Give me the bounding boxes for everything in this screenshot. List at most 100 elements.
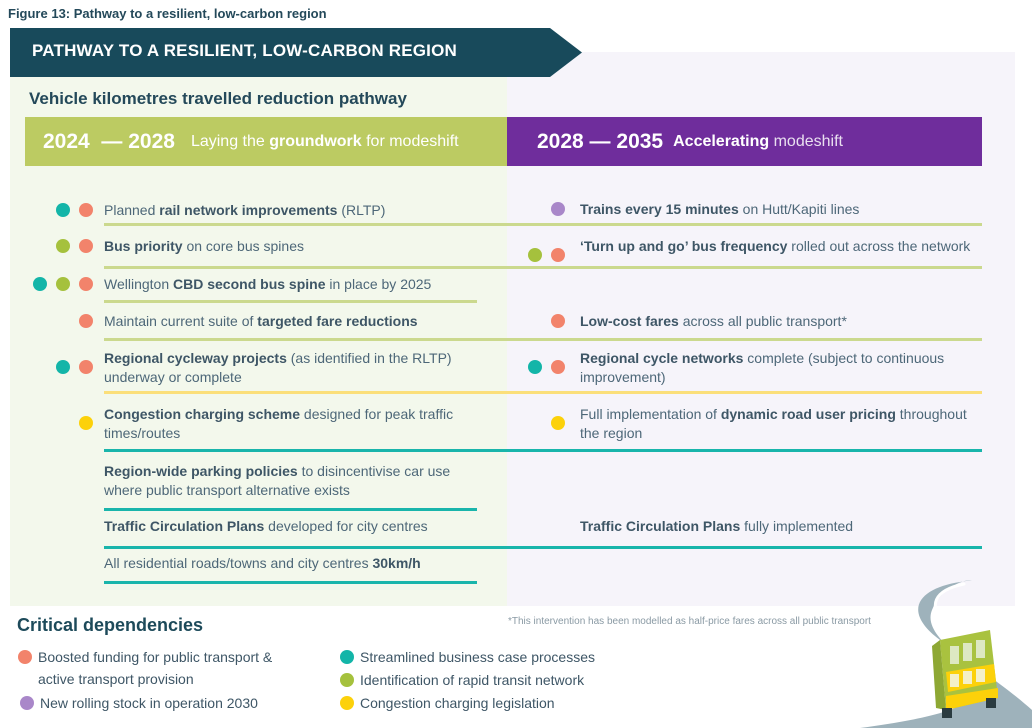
tag-bold: Accelerating	[673, 132, 770, 150]
pathway-item: Full implementation of dynamic road user…	[580, 405, 980, 443]
salmon-dependency-dot	[551, 248, 565, 262]
divider-line	[104, 300, 477, 303]
dependency-item: Streamlined business case processes	[340, 646, 640, 668]
green-dependency-dot	[528, 248, 542, 262]
item-bold-text: Traffic Circulation Plans	[104, 518, 265, 534]
teal-dependency-dot	[33, 277, 47, 291]
item-bold-text: CBD second bus spine	[173, 276, 326, 292]
dependencies-title: Critical dependencies	[17, 615, 204, 635]
divider-line	[104, 449, 982, 452]
banner-arrow	[10, 28, 582, 77]
salmon-dependency-dot	[79, 203, 93, 217]
item-text: rolled out across the network	[787, 238, 971, 254]
divider-line	[104, 391, 982, 394]
phase-tagline: Accelerating modeshift	[673, 133, 843, 151]
pathway-item: Regional cycle networks complete (subjec…	[580, 349, 980, 387]
pathway-subheading: Vehicle kilometres travelled reduction p…	[29, 89, 407, 108]
pathway-item: Maintain current suite of targeted fare …	[104, 312, 484, 331]
dependency-label: Congestion charging legislation	[360, 695, 555, 711]
item-text: complete (subject to continuous improvem…	[580, 350, 945, 385]
dependency-item: Identification of rapid transit network	[340, 669, 640, 691]
item-bold-text: Regional cycle networks	[580, 350, 744, 366]
item-bold-text: Low-cost fares	[580, 313, 679, 329]
teal-dependency-dot	[340, 650, 354, 664]
salmon-dependency-dot	[79, 360, 93, 374]
salmon-dependency-dot	[551, 314, 565, 328]
item-bold-text: Regional cycleway projects	[104, 350, 287, 366]
tag-text: for modeshift	[361, 132, 459, 150]
pathway-item: Region-wide parking policies to disincen…	[104, 462, 484, 500]
item-bold-text: 30km/h	[372, 555, 421, 571]
item-text: Wellington	[104, 276, 174, 292]
item-text: on Hutt/Kapiti lines	[738, 201, 860, 217]
item-text: (as identified in the RLTP) underway or …	[104, 350, 452, 385]
divider-line	[104, 546, 982, 549]
pathway-item: Congestion charging scheme designed for …	[104, 405, 484, 443]
yellow-dependency-dot	[79, 416, 93, 430]
dependency-label: Streamlined business case processes	[360, 649, 596, 665]
tag-bold: groundwork	[269, 132, 362, 150]
salmon-dependency-dot	[551, 360, 565, 374]
teal-dependency-dot	[56, 203, 70, 217]
pathway-item: Traffic Circulation Plans developed for …	[104, 517, 484, 536]
tag-text: modeshift	[769, 132, 843, 150]
yellow-dependency-dot	[551, 416, 565, 430]
dependency-label: Boosted funding for public transport & a…	[38, 649, 273, 687]
item-text: developed for city centres	[264, 518, 428, 534]
item-text: Full implementation of	[580, 406, 721, 422]
item-text: fully implemented	[740, 518, 854, 534]
divider-line	[104, 581, 477, 584]
pathway-item: Wellington CBD second bus spine in place…	[104, 275, 484, 294]
purple-dependency-dot	[551, 202, 565, 216]
phase-years: 2024 — 2028	[43, 129, 175, 153]
item-bold-text: targeted fare reductions	[257, 313, 418, 329]
road-bus-illustration	[860, 580, 1032, 728]
dependency-item: Boosted funding for public transport & a…	[18, 646, 288, 690]
item-text: across all public transport*	[678, 313, 847, 329]
banner-title: PATHWAY TO A RESILIENT, LOW-CARBON REGIO…	[32, 41, 458, 60]
green-dependency-dot	[56, 239, 70, 253]
phase-header-2028-2035: 2028 — 2035 Accelerating modeshift	[507, 117, 982, 166]
pathway-item: Regional cycleway projects (as identifie…	[104, 349, 484, 387]
item-text: All residential roads/towns and city cen…	[104, 555, 373, 571]
phase-years: 2028 — 2035	[537, 129, 664, 153]
divider-line	[104, 338, 982, 341]
item-bold-text: Trains every 15 minutes	[580, 201, 739, 217]
salmon-dependency-dot	[79, 277, 93, 291]
phase-header-2024-2028: 2024 — 2028 Laying the groundwork for mo…	[25, 117, 507, 166]
item-bold-text: Traffic Circulation Plans	[580, 518, 741, 534]
green-dependency-dot	[340, 673, 354, 687]
item-text: throughout the region	[580, 406, 967, 441]
item-bold-text: Bus priority	[104, 238, 183, 254]
pathway-item: All residential roads/towns and city cen…	[104, 554, 484, 573]
phase-tagline: Laying the groundwork for modeshift	[191, 133, 459, 151]
divider-line	[104, 508, 477, 511]
purple-dependency-dot	[20, 696, 34, 710]
salmon-dependency-dot	[79, 239, 93, 253]
green-dependency-dot	[56, 277, 70, 291]
pathway-item: Traffic Circulation Plans fully implemen…	[580, 517, 980, 536]
pathway-item: Planned rail network improvements (RLTP)	[104, 201, 484, 220]
bus-icon	[932, 630, 998, 718]
item-bold-text: ‘Turn up and go’ bus frequency	[580, 238, 788, 254]
dependency-label: New rolling stock in operation 2030	[40, 695, 258, 711]
item-bold-text: rail network improvements	[159, 202, 338, 218]
item-bold-text: dynamic road user pricing	[720, 406, 896, 422]
pathway-item: ‘Turn up and go’ bus frequency rolled ou…	[580, 237, 980, 256]
dependency-item: Congestion charging legislation	[340, 692, 640, 714]
item-text: designed for peak traffic times/routes	[104, 406, 454, 441]
salmon-dependency-dot	[79, 314, 93, 328]
item-text: (RLTP)	[337, 202, 386, 218]
item-text: to disincentivise car use where public t…	[104, 463, 451, 498]
divider-line	[104, 266, 982, 269]
item-text: on core bus spines	[182, 238, 304, 254]
footnote: *This intervention has been modelled as …	[508, 616, 871, 627]
divider-line	[104, 223, 982, 226]
figure-caption: Figure 13: Pathway to a resilient, low-c…	[8, 6, 327, 21]
tag-text: Laying the	[190, 132, 270, 150]
teal-dependency-dot	[528, 360, 542, 374]
pathway-item: Bus priority on core bus spines	[104, 237, 484, 256]
item-text: in place by 2025	[325, 276, 432, 292]
salmon-dependency-dot	[18, 650, 32, 664]
yellow-dependency-dot	[340, 696, 354, 710]
